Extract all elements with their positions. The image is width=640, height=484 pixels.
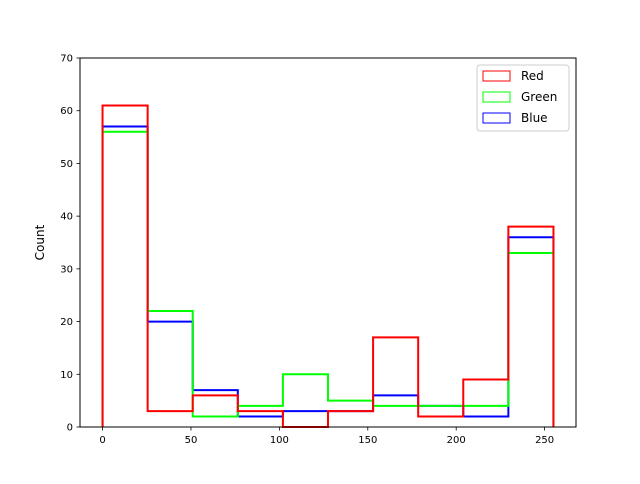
legend-swatch-green: [482, 91, 511, 103]
bar-red-bin-9: [463, 380, 508, 427]
legend: Red Green Blue: [476, 64, 570, 132]
x-tick-label: 100: [270, 435, 289, 446]
x-tick-label: 0: [99, 435, 105, 446]
x-tick-label: 150: [358, 435, 377, 446]
bar-red-bin-8: [418, 416, 463, 427]
series-outline-red: [101, 104, 555, 428]
bar-green-bin-1: [103, 132, 148, 427]
y-tick-label: 50: [60, 159, 73, 170]
series-outline-green: [101, 130, 555, 427]
series-layer: [101, 104, 555, 428]
bar-green-bin-7: [373, 406, 418, 427]
bar-green-bin-5: [283, 374, 328, 427]
x-tick-label: 50: [185, 435, 198, 446]
y-tick-label: 0: [67, 423, 73, 434]
legend-label-red: Red: [521, 69, 544, 83]
y-ticks: 0 10 20 30 40 50 60 70: [60, 54, 80, 434]
bar-blue-bin-6: [328, 411, 373, 427]
x-ticks: 0 50 100 150 200 250: [99, 427, 554, 446]
legend-swatch-blue: [482, 112, 511, 124]
bar-blue-bin-4: [238, 416, 283, 427]
legend-swatch-red: [482, 70, 511, 82]
y-tick-label: 20: [60, 317, 73, 328]
bar-red-bin-10: [508, 227, 553, 427]
axes-frame: [79, 57, 577, 428]
y-tick-label: 40: [60, 212, 73, 223]
x-tick-label: 200: [447, 435, 466, 446]
y-axis-label: Count: [33, 224, 47, 260]
y-tick-label: 10: [60, 370, 73, 381]
series-red: [101, 104, 555, 428]
legend-item-green: Green: [482, 90, 557, 104]
bar-blue-bin-7: [373, 395, 418, 427]
bar-green-bin-3: [193, 416, 238, 427]
bar-blue-bin-10: [508, 237, 553, 427]
y-tick-label: 70: [60, 54, 73, 65]
bar-red-bin-3: [193, 395, 238, 427]
legend-item-blue: Blue: [482, 111, 548, 125]
series-green: [101, 130, 555, 427]
bar-red-bin-7: [373, 337, 418, 427]
bar-green-bin-2: [148, 311, 193, 427]
bar-blue-bin-9: [463, 416, 508, 427]
legend-label-blue: Blue: [521, 111, 548, 125]
bar-blue-bin-1: [103, 127, 148, 427]
bar-red-bin-2: [148, 411, 193, 427]
x-tick-label: 250: [535, 435, 554, 446]
bar-green-bin-10: [508, 253, 553, 427]
y-tick-label: 30: [60, 264, 73, 275]
bar-red-bin-6: [328, 411, 373, 427]
bar-blue-bin-5: [283, 411, 328, 427]
bar-red-bin-1: [103, 105, 148, 427]
legend-label-green: Green: [521, 90, 557, 104]
bar-green-bin-6: [328, 401, 373, 427]
y-tick-label: 60: [60, 106, 73, 117]
legend-item-red: Red: [482, 69, 544, 83]
bar-red-bin-4: [238, 411, 283, 427]
